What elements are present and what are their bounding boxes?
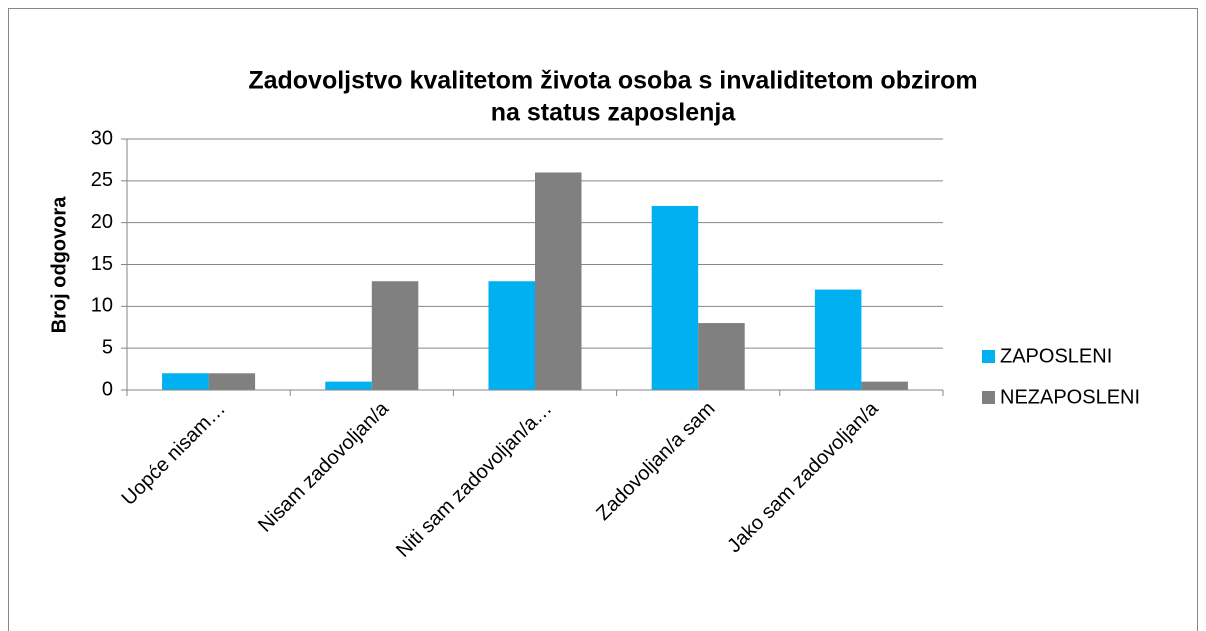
chart-title: na status zaposlenja xyxy=(491,99,737,127)
chart-title: Zadovoljstvo kvalitetom života osoba s i… xyxy=(248,67,977,95)
y-tick-label: 10 xyxy=(91,295,113,317)
legend-label: ZAPOSLENI xyxy=(1000,345,1112,367)
legend-label: NEZAPOSLENI xyxy=(1000,386,1140,408)
legend-swatch xyxy=(982,350,995,363)
y-tick-label: 0 xyxy=(102,378,113,400)
bar xyxy=(325,381,372,390)
bar xyxy=(814,289,862,390)
legend-swatch xyxy=(982,391,995,404)
bar xyxy=(208,373,256,390)
bar xyxy=(488,281,535,390)
bar xyxy=(651,205,699,390)
y-tick-label: 20 xyxy=(91,211,113,233)
bar xyxy=(162,373,209,390)
chart-border xyxy=(8,8,1198,631)
bar xyxy=(698,323,745,390)
y-axis-label: Broj odgovora xyxy=(48,196,70,334)
y-tick-label: 15 xyxy=(91,253,113,275)
bar xyxy=(861,381,908,390)
bar xyxy=(371,281,419,390)
y-tick-label: 5 xyxy=(102,336,113,358)
y-tick-label: 30 xyxy=(91,127,113,149)
y-tick-label: 25 xyxy=(91,169,113,191)
bar xyxy=(535,172,582,390)
